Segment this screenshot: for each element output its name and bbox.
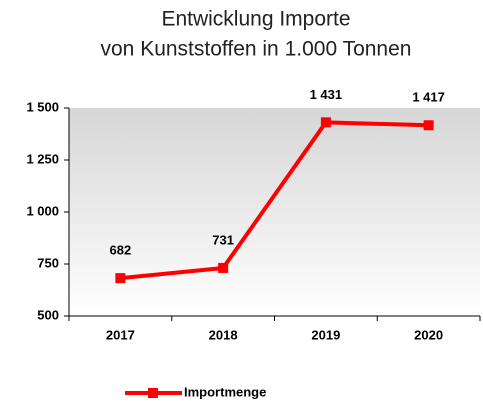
legend-marker bbox=[148, 388, 158, 398]
marker bbox=[218, 262, 229, 273]
value-label: 1 431 bbox=[310, 87, 343, 102]
marker bbox=[320, 117, 331, 128]
y-tick-label: 1 500 bbox=[26, 99, 59, 114]
x-tick-label: 2018 bbox=[209, 327, 238, 342]
x-tick-label: 2019 bbox=[311, 327, 340, 342]
legend-label: Importmenge bbox=[184, 384, 266, 399]
x-tick-label: 2020 bbox=[414, 327, 443, 342]
marker bbox=[423, 120, 434, 131]
y-tick-label: 1 000 bbox=[26, 203, 59, 218]
chart-title: Entwicklung Importe bbox=[161, 8, 350, 31]
chart-title: von Kunststoffen in 1.000 Tonnen bbox=[101, 38, 412, 61]
x-tick-label: 2017 bbox=[106, 327, 135, 342]
y-tick-label: 1 250 bbox=[26, 151, 59, 166]
value-label: 1 417 bbox=[412, 90, 445, 105]
marker bbox=[115, 273, 126, 284]
y-tick-label: 750 bbox=[37, 255, 59, 270]
value-label: 682 bbox=[110, 243, 132, 258]
line bbox=[120, 120, 429, 281]
value-label: 731 bbox=[212, 232, 234, 247]
y-tick-label: 500 bbox=[37, 307, 59, 322]
plot-background bbox=[69, 108, 480, 316]
